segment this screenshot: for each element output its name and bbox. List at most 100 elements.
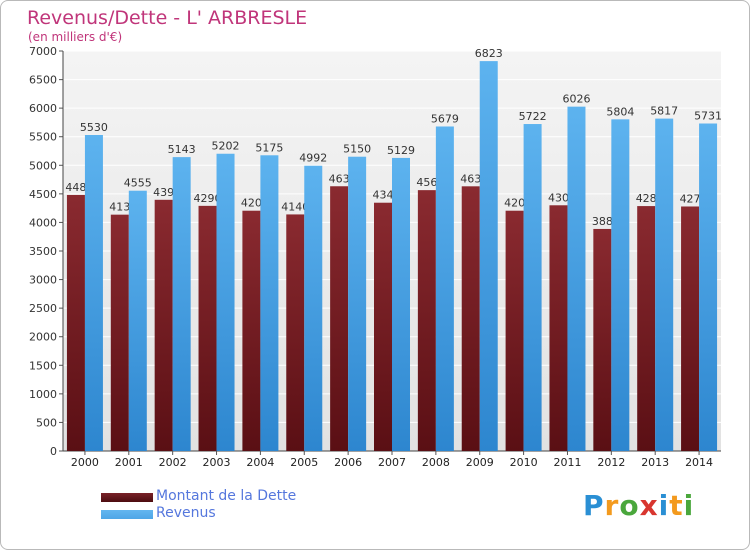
bar-debt	[681, 206, 700, 451]
data-label-debt: 413	[109, 201, 130, 214]
bar-debt	[461, 186, 480, 452]
bar-revenue	[435, 126, 454, 451]
bar-debt	[505, 210, 524, 451]
bar-revenue	[699, 123, 718, 451]
bar-revenue	[128, 190, 147, 451]
bar-revenue	[216, 153, 235, 451]
bar-debt	[154, 199, 173, 451]
bar-debt	[549, 205, 568, 451]
legend-swatch-revenue	[101, 510, 153, 519]
x-tick-label: 2005	[290, 456, 318, 469]
x-tick-label: 2009	[466, 456, 494, 469]
bar-revenue	[304, 165, 323, 451]
logo-letter: r	[604, 489, 620, 522]
data-label-debt: 428	[636, 192, 657, 205]
x-tick-label: 2002	[159, 456, 187, 469]
data-label-revenue: 5731	[694, 110, 722, 123]
y-tick-label: 4500	[29, 188, 57, 201]
bar-revenue	[172, 157, 191, 451]
logo-letter: P	[583, 489, 605, 522]
x-tick-label: 2003	[203, 456, 231, 469]
bar-debt	[417, 190, 436, 451]
bar-revenue	[523, 124, 542, 452]
data-label-revenue: 4992	[299, 152, 327, 165]
x-tick-label: 2004	[246, 456, 274, 469]
data-label-debt: 430	[548, 191, 569, 204]
bar-revenue	[260, 155, 279, 452]
logo-letter: i	[658, 489, 670, 522]
data-label-debt: 439	[153, 186, 174, 199]
bar-revenue	[611, 119, 630, 451]
y-tick-label: 1500	[29, 359, 57, 372]
data-label-debt: 463	[460, 172, 481, 185]
y-tick-label: 5500	[29, 131, 57, 144]
y-tick-label: 6500	[29, 74, 57, 87]
bar-debt	[286, 214, 305, 451]
data-label-debt: 448	[65, 181, 86, 194]
bar-debt	[637, 206, 656, 451]
data-label-revenue: 5129	[387, 144, 415, 157]
data-label-debt: 4290	[194, 192, 222, 205]
logo-letter: o	[619, 489, 640, 522]
logo-letter: i	[683, 489, 695, 522]
data-label-debt: 420	[241, 197, 262, 210]
bar-debt	[198, 205, 217, 451]
data-label-revenue: 5804	[606, 105, 634, 118]
data-label-revenue: 5202	[212, 140, 240, 153]
data-label-revenue: 4555	[124, 177, 152, 190]
proxiti-logo: Proxiti	[583, 489, 694, 522]
bar-revenue	[479, 61, 498, 451]
y-tick-label: 6000	[29, 102, 57, 115]
y-tick-label: 4000	[29, 216, 57, 229]
data-label-debt: 456	[416, 176, 437, 189]
data-label-revenue: 5150	[343, 143, 371, 156]
logo-letter: t	[669, 489, 684, 522]
x-tick-label: 2014	[685, 456, 713, 469]
x-tick-label: 2012	[597, 456, 625, 469]
x-tick-label: 2007	[378, 456, 406, 469]
data-label-revenue: 5722	[519, 110, 547, 123]
bar-debt	[593, 228, 612, 451]
bar-debt	[66, 194, 85, 451]
y-tick-label: 2500	[29, 302, 57, 315]
data-label-revenue: 5817	[650, 105, 678, 118]
y-tick-label: 3000	[29, 274, 57, 287]
chart-title: Revenus/Dette - L' ARBRESLE	[27, 7, 308, 29]
legend-label-debt: Montant de la Dette	[156, 488, 297, 504]
data-label-revenue: 5143	[168, 143, 196, 156]
y-tick-label: 7000	[29, 45, 57, 58]
data-label-debt: 388	[592, 215, 613, 228]
x-tick-label: 2000	[71, 456, 99, 469]
bar-debt	[242, 210, 261, 451]
data-label-revenue: 6823	[475, 47, 503, 60]
y-tick-label: 2000	[29, 331, 57, 344]
bar-revenue	[567, 106, 586, 452]
x-tick-label: 2013	[641, 456, 669, 469]
data-label-revenue: 5175	[255, 141, 283, 154]
y-tick-label: 0	[50, 445, 57, 458]
x-tick-label: 2011	[553, 456, 581, 469]
x-tick-label: 2001	[115, 456, 143, 469]
data-label-revenue: 6026	[562, 93, 590, 106]
logo-letter: x	[639, 489, 659, 522]
x-tick-label: 2010	[510, 456, 538, 469]
data-label-debt: 420	[504, 197, 525, 210]
y-tick-label: 5000	[29, 159, 57, 172]
data-label-revenue: 5679	[431, 112, 459, 125]
legend-swatch-debt	[101, 493, 153, 502]
bar-debt	[110, 214, 129, 451]
bar-revenue	[655, 118, 674, 451]
data-label-debt: 427	[680, 192, 701, 205]
chart-subtitle: (en milliers d'€)	[28, 30, 123, 44]
x-tick-label: 2008	[422, 456, 450, 469]
y-tick-label: 3500	[29, 245, 57, 258]
data-label-debt: 434	[373, 189, 394, 202]
bar-revenue	[392, 157, 410, 451]
bar-debt	[374, 202, 392, 451]
y-tick-label: 500	[36, 416, 57, 429]
data-label-debt: 4140	[281, 200, 309, 213]
x-tick-label: 2006	[334, 456, 362, 469]
data-label-revenue: 5530	[80, 121, 108, 134]
